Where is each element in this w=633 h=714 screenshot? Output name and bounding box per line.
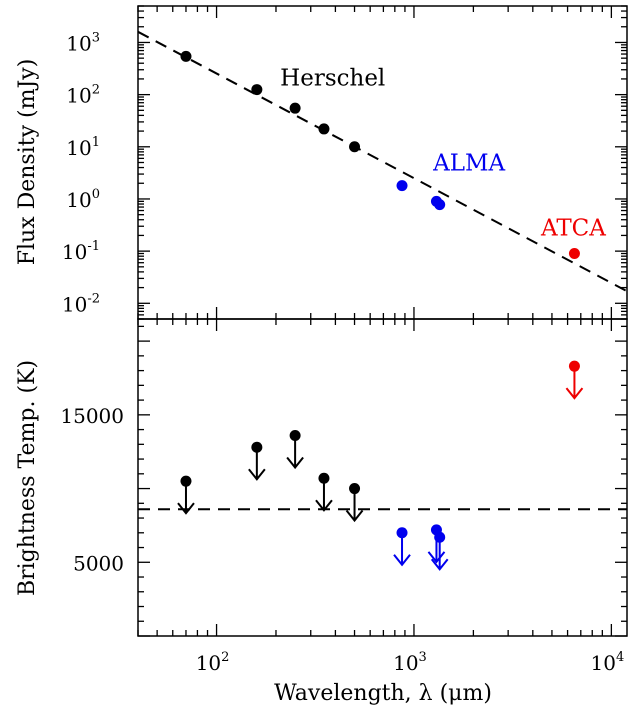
annotation-atca: ATCA — [540, 215, 606, 241]
data-point-herschel — [289, 102, 301, 114]
top-annotations: Herschel ALMA ATCA — [280, 65, 606, 241]
bottom-y-ticks — [138, 325, 627, 637]
upper-limit-herschel — [177, 475, 195, 515]
upper-limit-arrow — [315, 478, 333, 512]
upper-limit-arrow — [286, 435, 304, 470]
upper-limit-arrow — [565, 366, 584, 400]
data-point-herschel — [180, 50, 192, 62]
fit-line — [137, 30, 628, 293]
upper-limit-alma — [393, 527, 411, 567]
data-point-alma — [396, 180, 408, 192]
y-tick-label: 10-2 — [62, 291, 100, 316]
upper-limit-arrow — [248, 447, 266, 481]
x-tick-label: 103 — [393, 650, 427, 675]
x-ticks — [137, 6, 613, 636]
annotation-alma: ALMA — [432, 151, 505, 177]
top-y-axis-label: Flux Density (mJy) — [15, 59, 40, 266]
y-tick-label: 15000 — [60, 404, 124, 428]
x-tick-label: 104 — [591, 650, 625, 675]
y-tick-label: 10-1 — [62, 239, 100, 264]
upper-limit-arrow — [345, 488, 364, 523]
data-point-herschel — [251, 84, 263, 96]
y-tick-label: 100 — [66, 187, 100, 212]
top-fit-line — [137, 30, 628, 293]
y-tick-label: 101 — [66, 135, 100, 160]
upper-limit-herschel — [345, 483, 364, 523]
upper-limit-herschel — [248, 441, 266, 481]
upper-limit-herschel — [315, 472, 333, 512]
top-y-tick-labels: 10-2 10-1 100 101 102 103 — [62, 30, 100, 316]
data-point-atca — [568, 248, 580, 260]
y-tick-label: 102 — [66, 83, 100, 108]
top-data-points — [180, 50, 580, 260]
data-point-herschel — [318, 123, 330, 135]
y-tick-label: 103 — [66, 30, 100, 55]
upper-limit-atca — [565, 360, 584, 400]
bottom-y-axis-label: Brightness Temp. (K) — [15, 360, 40, 596]
top-panel-frame — [137, 5, 628, 320]
upper-limit-herschel — [286, 429, 304, 470]
bottom-panel-frame — [137, 318, 628, 637]
x-tick-label: 102 — [196, 650, 230, 675]
bottom-data-points — [177, 360, 584, 571]
upper-limit-alma — [430, 531, 449, 571]
annotation-herschel: Herschel — [280, 65, 385, 91]
data-point-herschel — [349, 141, 361, 153]
upper-limit-alma — [427, 524, 446, 564]
upper-limit-arrow — [430, 537, 449, 571]
bottom-y-tick-labels: 5000 15000 — [60, 404, 124, 575]
data-point-alma — [434, 199, 446, 211]
upper-limit-arrow — [393, 532, 411, 567]
upper-limit-arrow — [177, 481, 195, 515]
x-tick-labels: 102 103 104 — [196, 650, 625, 675]
top-y-ticks — [138, 5, 627, 320]
y-tick-label: 5000 — [73, 551, 124, 575]
x-axis-label: Wavelength, λ (μm) — [274, 681, 492, 706]
